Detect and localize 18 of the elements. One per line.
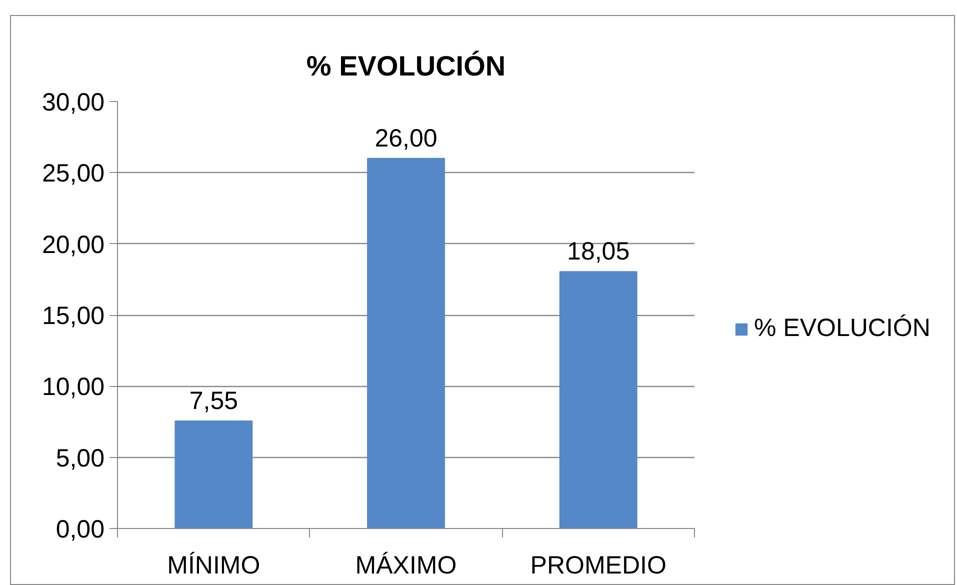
y-tick-label: 10,00 bbox=[42, 373, 104, 402]
x-tick-label: MÁXIMO bbox=[355, 552, 457, 580]
data-label: 7,55 bbox=[189, 387, 238, 416]
y-tick-label: 5,00 bbox=[56, 444, 105, 472]
bar bbox=[174, 420, 253, 528]
y-tick-label: 25,00 bbox=[42, 160, 104, 188]
bar bbox=[367, 158, 445, 528]
y-tick-label: 15,00 bbox=[42, 302, 104, 330]
x-tick-label: MÍNIMO bbox=[167, 552, 260, 580]
data-label: 26,00 bbox=[374, 124, 438, 152]
x-tick-label: PROMEDIO bbox=[530, 552, 666, 580]
y-tick-label: 0,00 bbox=[56, 516, 105, 544]
y-tick-label: 30,00 bbox=[42, 88, 104, 116]
chart-title: % EVOLUCIÓN bbox=[306, 50, 506, 82]
y-tick-label: 20,00 bbox=[42, 230, 104, 259]
data-label: 18,05 bbox=[567, 238, 630, 266]
bar bbox=[559, 271, 638, 528]
legend-label: % EVOLUCIÓN bbox=[754, 314, 930, 343]
